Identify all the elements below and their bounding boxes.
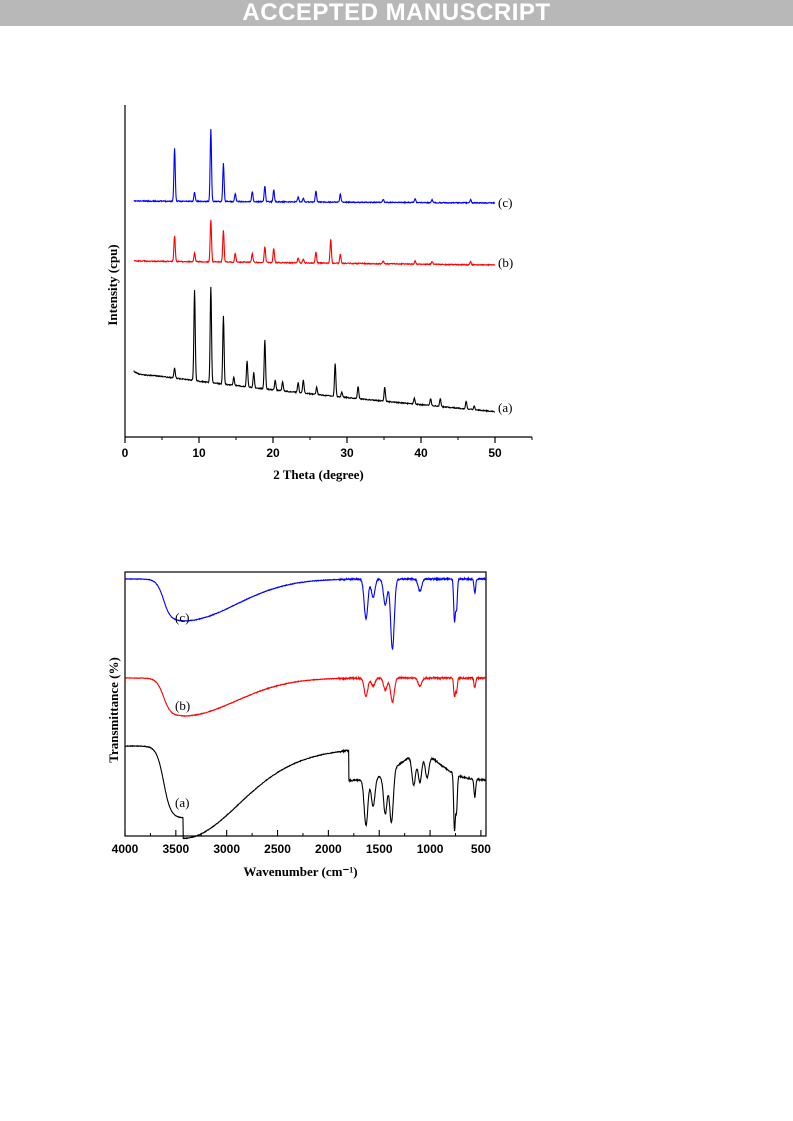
ftir-tick-label: 1000 — [417, 842, 444, 856]
xrd-series-label: (a) — [498, 400, 512, 415]
ftir-y-axis-label: Transmittance (%) — [106, 657, 121, 763]
xrd-series-label: (b) — [498, 255, 513, 270]
xrd-series-line — [133, 129, 496, 205]
xrd-tick-label: 40 — [414, 446, 428, 460]
xrd-text-group: 0 10 20 30 40 50 2 Theta (degree) Intensity (cp… — [105, 195, 513, 482]
ftir-plot-frame — [124, 571, 487, 837]
xrd-tick-label: 50 — [488, 446, 502, 460]
xrd-series-group — [133, 129, 496, 413]
xrd-tick-label: 0 — [122, 446, 129, 460]
xrd-x-axis-label: 2 Theta (degree) — [273, 467, 364, 482]
ftir-tick-label: 4000 — [112, 842, 139, 856]
xrd-series-line — [133, 286, 496, 413]
ftir-series-label: (c) — [175, 610, 189, 625]
xrd-tick-label: 10 — [192, 446, 206, 460]
ftir-series-line — [124, 744, 487, 840]
ftir-tick-label: 3500 — [162, 842, 189, 856]
xrd-y-axis-label: Intensity (cpu) — [105, 244, 120, 325]
ftir-series-label: (b) — [175, 698, 190, 713]
xrd-series-line — [133, 219, 496, 267]
ftir-series-group — [124, 576, 487, 840]
ftir-x-axis-label: Wavenumber (cm⁻¹) — [243, 864, 357, 879]
ftir-tick-label: 2000 — [315, 842, 342, 856]
xrd-tick-label: 30 — [340, 446, 354, 460]
ftir-tick-label: 3000 — [213, 842, 240, 856]
ftir-text-group: 4000 3500 3000 2500 2000 1500 1000 500 Wavenumbe… — [106, 610, 491, 879]
manuscript-banner: ACCEPTED MANUSCRIPT — [0, 0, 793, 26]
ftir-series-label: (a) — [175, 795, 189, 810]
xrd-series-label: (c) — [498, 195, 512, 210]
ftir-series-line — [124, 576, 487, 650]
ftir-tick-label: 2500 — [264, 842, 291, 856]
ftir-axes — [124, 571, 487, 837]
ftir-chart: 4000 3500 3000 2500 2000 1500 1000 500 Wavenumbe… — [106, 571, 491, 879]
banner-text: ACCEPTED MANUSCRIPT — [242, 0, 551, 26]
xrd-tick-label: 20 — [266, 446, 280, 460]
xrd-axes — [124, 105, 533, 443]
ftir-tick-label: 1500 — [366, 842, 393, 856]
ftir-tick-label: 500 — [471, 842, 491, 856]
ftir-series-line — [124, 675, 487, 717]
xrd-chart: 0 10 20 30 40 50 2 Theta (degree) Intensity (cp… — [105, 105, 533, 482]
